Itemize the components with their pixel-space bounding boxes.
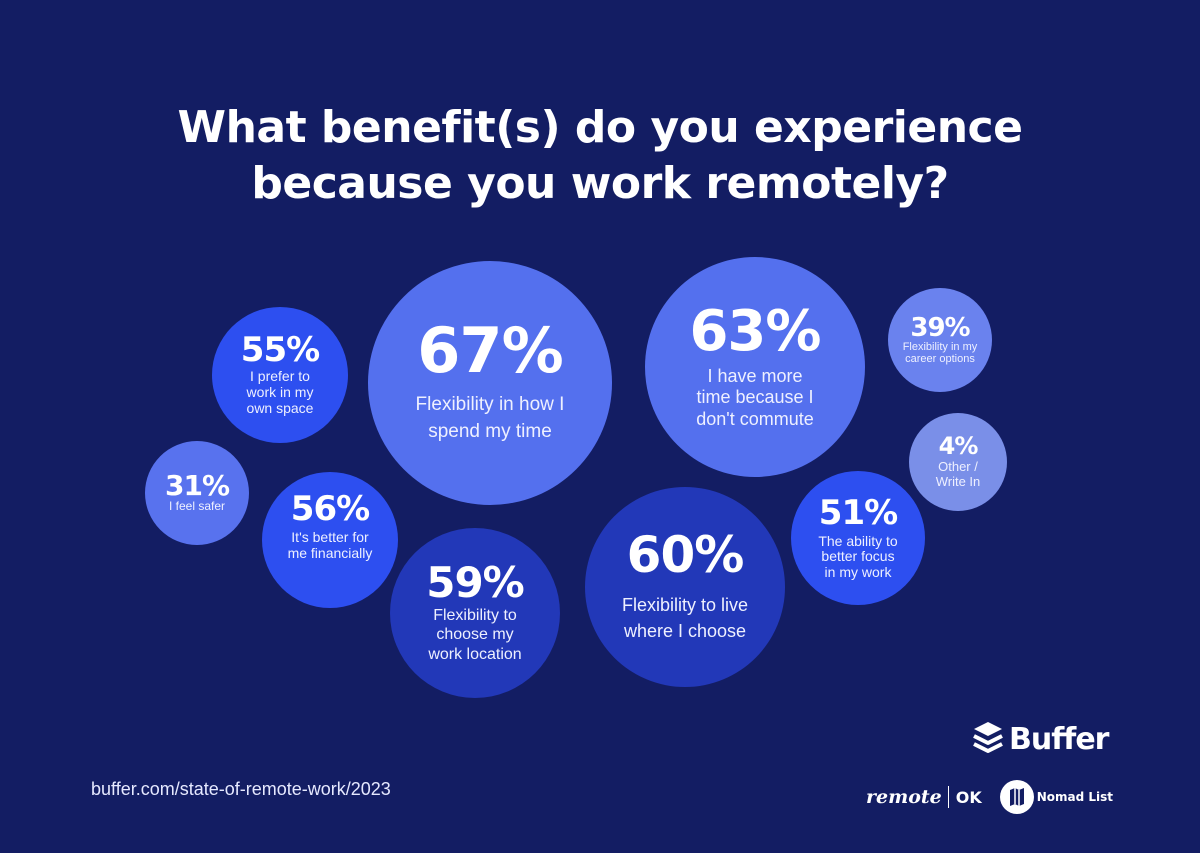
remote-ok-wordmark: remote <box>866 786 942 808</box>
ok-wordmark: OK <box>955 787 982 807</box>
nomad-map-icon <box>999 780 1034 814</box>
bubble-label: Flexibility in my career options <box>902 340 978 365</box>
chart-title: What benefit(s) do you experience becaus… <box>0 100 1200 212</box>
bubble-percent: 67% <box>417 314 563 388</box>
nomad-list-wordmark: Nomad List <box>1036 790 1114 804</box>
bubble-flex-live: 60% Flexibility to live where I choose <box>585 487 785 687</box>
bubble-better-focus: 51% The ability to better focus in my work <box>791 471 925 605</box>
bubble-work-own-space: 55% I prefer to work in my own space <box>212 307 348 443</box>
source-url: buffer.com/state-of-remote-work/2023 <box>91 779 391 799</box>
bubble-percent: 51% <box>818 492 898 533</box>
bubble-other: 4% Other / Write In <box>909 413 1007 511</box>
buffer-stack-icon <box>973 721 1003 758</box>
bubble-label: Other / Write In <box>935 459 981 489</box>
nomad-list-logo: Nomad List <box>999 780 1114 814</box>
bubble-career-options: 39% Flexibility in my career options <box>888 288 992 392</box>
bubble-percent: 55% <box>240 330 320 371</box>
divider <box>947 786 949 808</box>
bubble-percent: 39% <box>910 312 970 343</box>
bubble-percent: 31% <box>164 469 230 503</box>
bubble-percent: 4% <box>938 432 979 461</box>
buffer-wordmark: Buffer <box>1009 722 1109 757</box>
bubble-label: I prefer to work in my own space <box>246 368 314 416</box>
bubble-percent: 56% <box>290 489 370 529</box>
partner-logos: remote OK Nomad List <box>866 780 1113 814</box>
bubble-flex-work-location: 59% Flexibility to choose my work location <box>390 528 560 698</box>
bubble-label: The ability to better focus in my work <box>818 532 898 580</box>
bubble-percent: 59% <box>426 558 525 608</box>
bubble-feel-safer: 31% I feel safer <box>145 441 249 545</box>
buffer-logo: Buffer <box>973 721 1109 758</box>
bubble-label: Flexibility to choose my work location <box>428 607 522 663</box>
bubble-label: Flexibility to live where I choose <box>621 594 749 641</box>
title-line-2: because you work remotely? <box>251 158 949 209</box>
bubble-percent: 60% <box>626 525 745 584</box>
bubble-label: It's better for me financially <box>287 529 373 561</box>
title-line-1: What benefit(s) do you experience <box>177 102 1023 153</box>
bubble-percent: 63% <box>689 298 821 364</box>
bubble-label: I feel safer <box>168 499 226 514</box>
bubble-better-financially: 56% It's better for me financially <box>262 472 398 608</box>
